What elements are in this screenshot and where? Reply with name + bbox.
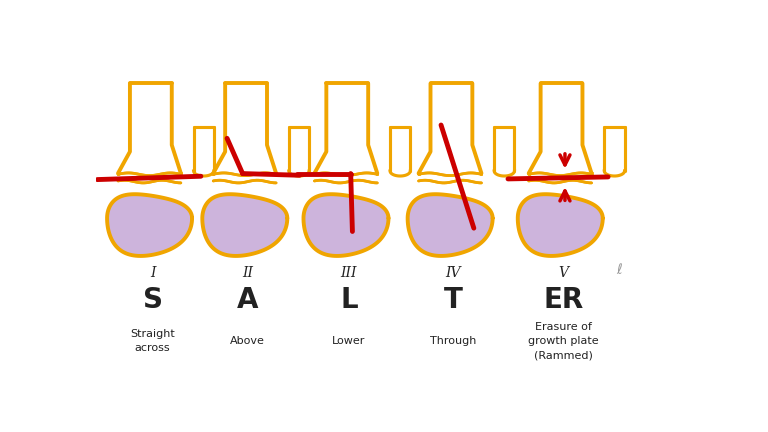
Text: II: II [242, 266, 253, 280]
Text: ℓ: ℓ [616, 263, 621, 277]
Polygon shape [303, 194, 389, 256]
Polygon shape [202, 194, 287, 256]
Polygon shape [313, 173, 380, 182]
Text: III: III [341, 266, 357, 280]
Text: V: V [558, 266, 568, 280]
Text: S: S [143, 286, 163, 314]
Text: L: L [340, 286, 358, 314]
Polygon shape [107, 194, 192, 256]
Text: Through: Through [430, 336, 476, 346]
Polygon shape [417, 173, 484, 182]
Text: A: A [237, 286, 259, 314]
Text: ER: ER [543, 286, 584, 314]
Polygon shape [211, 173, 279, 182]
Text: Erasure of
growth plate
(Rammed): Erasure of growth plate (Rammed) [528, 322, 598, 360]
Polygon shape [408, 194, 492, 256]
Text: I: I [150, 266, 155, 280]
Text: T: T [444, 286, 462, 314]
Text: Lower: Lower [333, 336, 366, 346]
Text: Straight
across: Straight across [130, 329, 175, 353]
Polygon shape [116, 173, 184, 182]
Text: IV: IV [445, 266, 461, 280]
Polygon shape [518, 194, 603, 256]
Text: Above: Above [230, 336, 265, 346]
Polygon shape [527, 173, 594, 182]
